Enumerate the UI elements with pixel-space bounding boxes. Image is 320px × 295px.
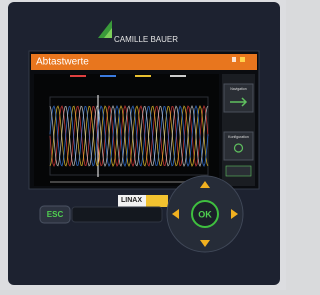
- legend-swatch: [170, 75, 186, 77]
- legend-swatch: [70, 75, 86, 77]
- product-label-accent: [146, 195, 168, 207]
- esc-key-label: ESC: [47, 210, 64, 219]
- brand: CAMILLE BAUER: [114, 35, 178, 44]
- key-slot: [72, 207, 162, 222]
- status-icon: [232, 57, 236, 62]
- product-name: LINAX: [121, 197, 142, 204]
- side-button-label: Konfiguration: [228, 135, 249, 139]
- legend-swatch: [100, 75, 116, 77]
- status-icon: [240, 57, 245, 62]
- device-photo: CAMILLE BAUER Abtastwerte Navigation Kon…: [0, 0, 286, 290]
- side-button-label: Navigation: [230, 87, 247, 91]
- screen-title: Abtastwerte: [36, 57, 89, 68]
- legend-swatch: [135, 75, 151, 77]
- ok-key-label: OK: [198, 209, 212, 219]
- side-button[interactable]: [226, 166, 251, 176]
